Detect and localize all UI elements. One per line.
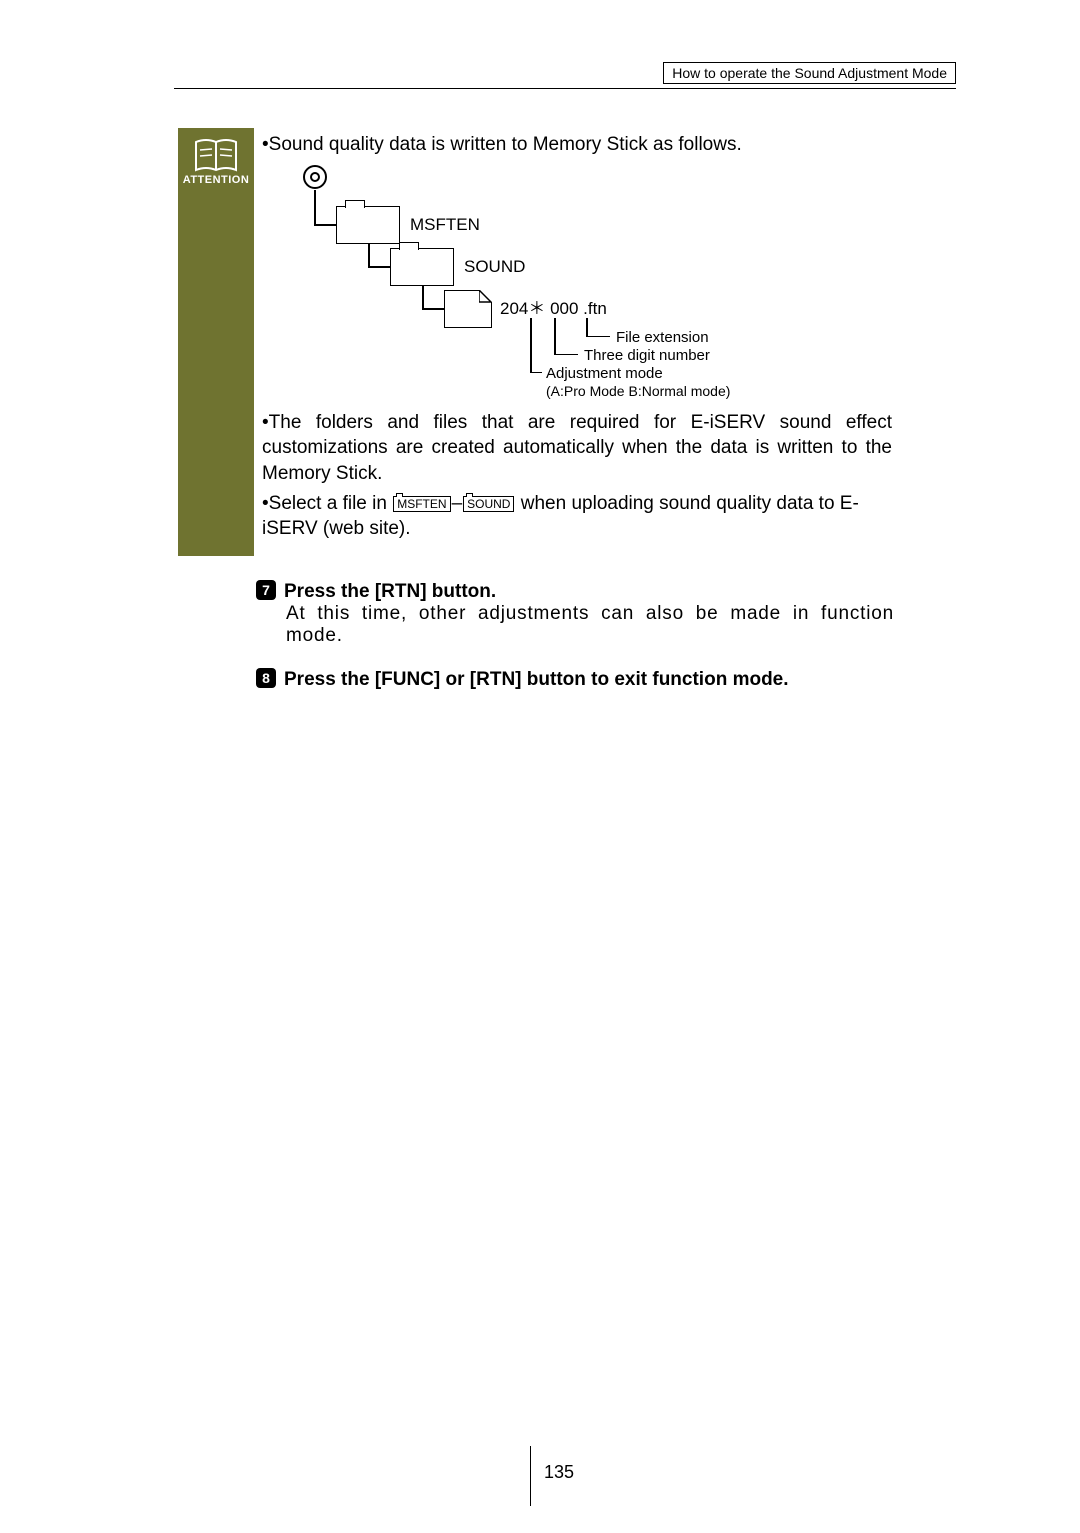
bullet3-sep: –	[452, 493, 463, 514]
step-7-title: Press the [RTN] button.	[284, 581, 496, 602]
step-number-badge: 7	[256, 580, 276, 600]
sound-box: SOUND	[463, 496, 514, 512]
attention-bullet-3: •Select a file in MSFTEN–SOUND when uplo…	[262, 491, 892, 542]
small-box-tab	[396, 493, 403, 497]
header-rule	[174, 88, 956, 89]
connector	[368, 266, 390, 268]
attention-sidebar: ATTENTION	[178, 128, 254, 556]
connector	[554, 318, 556, 354]
step-8: 8 Press the [FUNC] or [RTN] button to exi…	[256, 668, 894, 691]
attention-bullet-1: •Sound quality data is written to Memory…	[262, 132, 892, 158]
msften-box: MSFTEN	[393, 496, 450, 512]
legend-adjustment-sub: (A:Pro Mode B:Normal mode)	[546, 382, 730, 401]
folder-icon	[390, 248, 454, 286]
connector	[586, 336, 610, 338]
folder-tab-icon	[345, 200, 365, 208]
attention-bullet-2: •The folders and files that are required…	[262, 410, 892, 487]
memory-stick-icon	[302, 164, 328, 190]
connector	[314, 224, 336, 226]
header-title: How to operate the Sound Adjustment Mode	[672, 65, 947, 81]
page-number: 135	[544, 1462, 574, 1483]
connector	[530, 372, 542, 374]
book-icon	[194, 136, 238, 176]
folder-2-label: SOUND	[464, 256, 525, 279]
connector	[530, 318, 532, 372]
bullet3-pre: •Select a file in	[262, 493, 392, 514]
folder-tab-icon	[399, 242, 419, 250]
step-7: 7 Press the [RTN] button. At this time, o…	[256, 580, 894, 647]
step-7-body: At this time, other adjustments can also…	[286, 603, 894, 647]
step-number-badge: 8	[256, 668, 276, 688]
connector	[368, 244, 370, 266]
header-box: How to operate the Sound Adjustment Mode	[663, 62, 956, 84]
attention-label: ATTENTION	[178, 174, 254, 186]
attention-content: •Sound quality data is written to Memory…	[262, 132, 892, 542]
small-box-tab	[466, 493, 473, 497]
step-8-title: Press the [FUNC] or [RTN] button to exit…	[284, 669, 789, 690]
folder-1-label: MSFTEN	[410, 214, 480, 237]
connector	[422, 286, 424, 308]
connector	[586, 318, 588, 336]
file-fold-icon	[479, 290, 492, 303]
msften-box-label: MSFTEN	[397, 497, 446, 511]
folder-diagram: MSFTEN SOUND 204＊ 000 .ftn File extensio…	[276, 164, 892, 404]
page-number-rule	[530, 1446, 531, 1506]
connector	[314, 190, 316, 224]
file-icon	[444, 290, 492, 328]
connector	[554, 354, 578, 356]
connector	[422, 308, 444, 310]
sound-box-label: SOUND	[467, 497, 510, 511]
folder-icon	[336, 206, 400, 244]
